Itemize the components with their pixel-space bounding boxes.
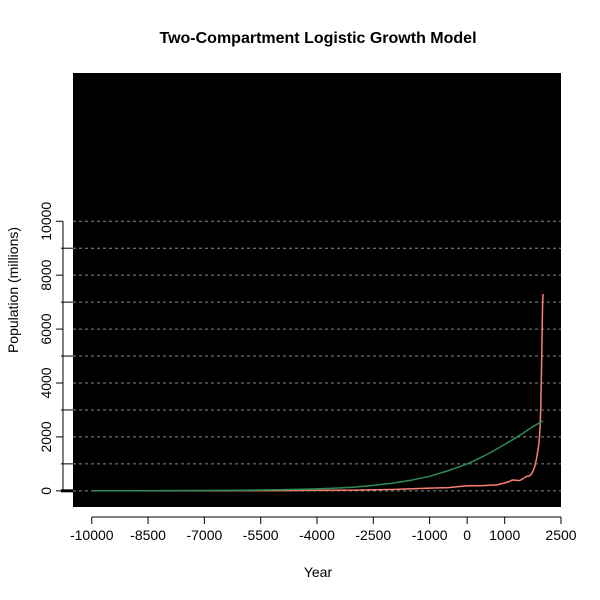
y-tick-label: 2000 — [38, 421, 54, 452]
y-tick-label: 4000 — [38, 367, 54, 398]
x-tick-label: -1000 — [412, 527, 448, 543]
y-tick-label: 6000 — [38, 313, 54, 344]
y-tick-label: 10000 — [38, 202, 54, 241]
y-axis-label: Population (millions) — [5, 227, 21, 353]
series-line-1 — [91, 293, 544, 492]
x-tick-label: 1000 — [489, 527, 520, 543]
chart-title: Two-Compartment Logistic Growth Model — [159, 30, 476, 47]
x-tick-label: -7000 — [186, 527, 222, 543]
series-lines — [91, 293, 544, 492]
x-tick-label: -8500 — [130, 527, 166, 543]
axes: -10000 -8500 -7000 -5500 -4000 -2500 -1000 0 100… — [38, 202, 577, 543]
y-tick-label: 8000 — [38, 259, 54, 290]
series-line-2 — [91, 420, 544, 492]
x-axis-label: Year — [304, 564, 333, 580]
y-tick-label: 0 — [38, 487, 54, 495]
x-tick-label: -2500 — [355, 527, 391, 543]
plot-area — [73, 73, 561, 507]
x-tick-label: 2500 — [545, 527, 576, 543]
x-tick-label: -10000 — [70, 527, 114, 543]
x-tick-label: -5500 — [243, 527, 279, 543]
x-tick-label: 0 — [463, 527, 471, 543]
x-tick-label: -4000 — [299, 527, 335, 543]
